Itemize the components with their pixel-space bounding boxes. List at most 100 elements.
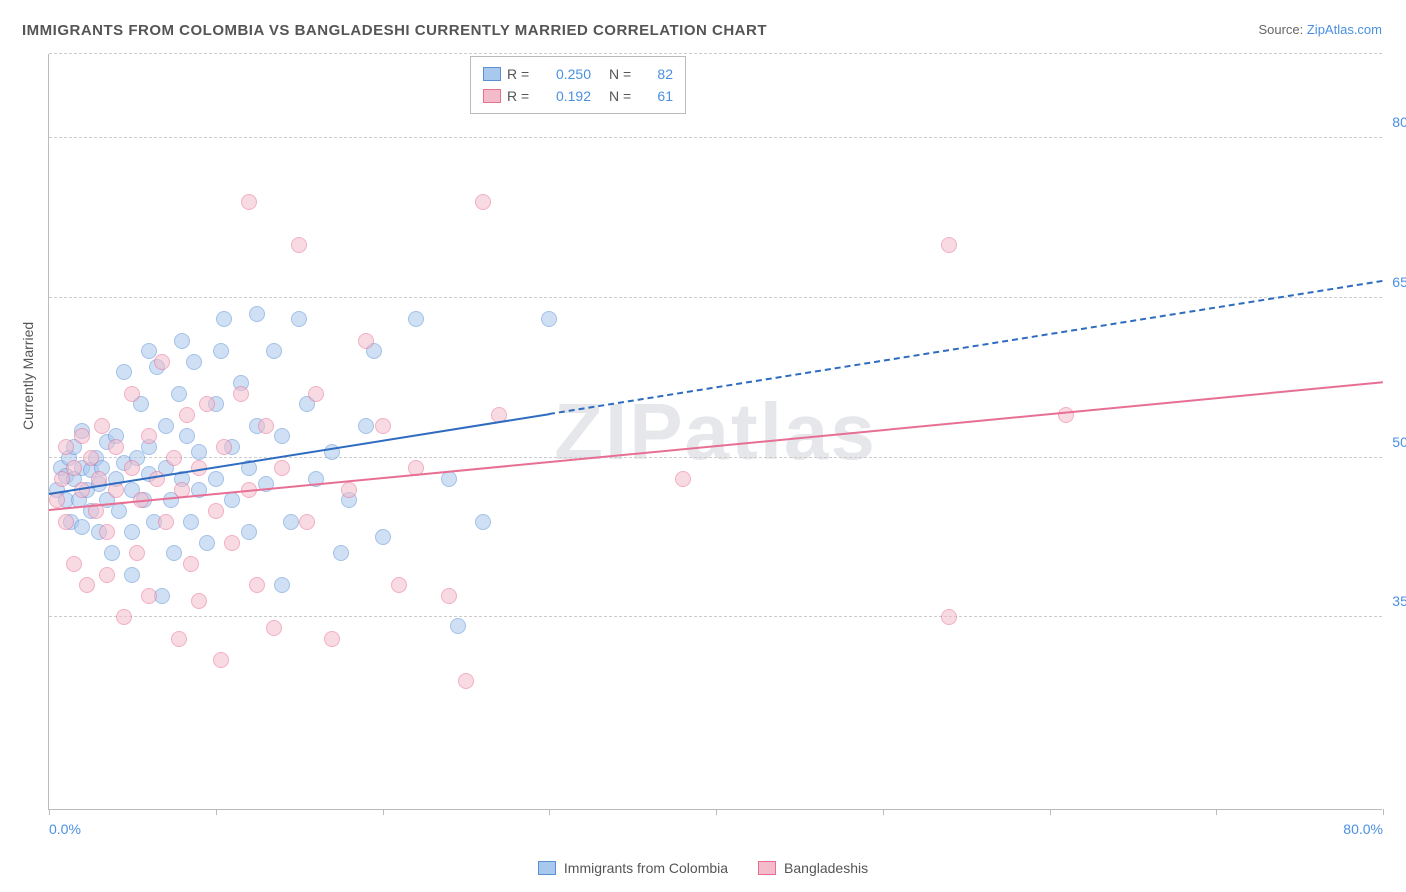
y-tick-label: 35.0% (1392, 593, 1406, 609)
scatter-point-bangladeshi (341, 482, 357, 498)
source-attribution: Source: ZipAtlas.com (1258, 22, 1382, 37)
scatter-point-bangladeshi (99, 524, 115, 540)
scatter-point-colombia (171, 386, 187, 402)
scatter-point-bangladeshi (941, 237, 957, 253)
scatter-point-bangladeshi (941, 609, 957, 625)
scatter-point-colombia (124, 524, 140, 540)
scatter-point-colombia (199, 535, 215, 551)
legend-item-bangladeshi: Bangladeshis (758, 860, 868, 876)
scatter-point-bangladeshi (124, 460, 140, 476)
scatter-point-colombia (174, 333, 190, 349)
scatter-point-bangladeshi (116, 609, 132, 625)
scatter-point-bangladeshi (191, 593, 207, 609)
x-tick (1050, 809, 1051, 815)
scatter-point-bangladeshi (166, 450, 182, 466)
x-tick (716, 809, 717, 815)
scatter-point-bangladeshi (324, 631, 340, 647)
scatter-point-bangladeshi (66, 460, 82, 476)
scatter-point-colombia (266, 343, 282, 359)
scatter-point-bangladeshi (274, 460, 290, 476)
scatter-point-bangladeshi (183, 556, 199, 572)
scatter-point-bangladeshi (308, 386, 324, 402)
trend-line (49, 381, 1383, 511)
legend-series-label: Immigrants from Colombia (564, 860, 728, 876)
scatter-point-colombia (213, 343, 229, 359)
y-tick-label: 80.0% (1392, 114, 1406, 130)
chart-title: IMMIGRANTS FROM COLOMBIA VS BANGLADESHI … (22, 22, 767, 39)
legend-n-label: N = (609, 66, 637, 82)
scatter-point-bangladeshi (375, 418, 391, 434)
legend-r-value: 0.250 (541, 66, 591, 82)
y-tick-label: 50.0% (1392, 434, 1406, 450)
legend-swatch (758, 861, 776, 875)
scatter-point-colombia (274, 577, 290, 593)
scatter-point-colombia (333, 545, 349, 561)
x-tick (549, 809, 550, 815)
scatter-point-colombia (283, 514, 299, 530)
scatter-point-bangladeshi (124, 386, 140, 402)
scatter-point-bangladeshi (171, 631, 187, 647)
scatter-point-bangladeshi (266, 620, 282, 636)
x-tick (383, 809, 384, 815)
legend-n-value: 61 (643, 88, 673, 104)
scatter-point-colombia (183, 514, 199, 530)
source-prefix: Source: (1258, 22, 1306, 37)
correlation-legend: R = 0.250 N = 82 R = 0.192 N = 61 (470, 56, 686, 114)
scatter-point-bangladeshi (299, 514, 315, 530)
scatter-point-colombia (208, 471, 224, 487)
trend-line (49, 413, 550, 495)
scatter-point-bangladeshi (149, 471, 165, 487)
source-link[interactable]: ZipAtlas.com (1307, 22, 1382, 37)
scatter-point-bangladeshi (1058, 407, 1074, 423)
scatter-point-colombia (541, 311, 557, 327)
legend-r-value: 0.192 (541, 88, 591, 104)
scatter-point-colombia (274, 428, 290, 444)
scatter-point-bangladeshi (475, 194, 491, 210)
scatter-point-bangladeshi (74, 428, 90, 444)
scatter-point-colombia (116, 364, 132, 380)
scatter-point-bangladeshi (94, 418, 110, 434)
scatter-point-bangladeshi (179, 407, 195, 423)
x-tick (1216, 809, 1217, 815)
scatter-point-colombia (224, 492, 240, 508)
legend-r-label: R = (507, 88, 535, 104)
scatter-point-bangladeshi (258, 418, 274, 434)
scatter-point-bangladeshi (208, 503, 224, 519)
legend-n-value: 82 (643, 66, 673, 82)
scatter-point-colombia (408, 311, 424, 327)
scatter-point-colombia (291, 311, 307, 327)
scatter-point-bangladeshi (199, 396, 215, 412)
x-tick (49, 809, 50, 815)
legend-item-colombia: Immigrants from Colombia (538, 860, 728, 876)
scatter-point-colombia (441, 471, 457, 487)
gridline (49, 616, 1382, 617)
x-tick-label: 0.0% (49, 821, 81, 837)
scatter-point-colombia (179, 428, 195, 444)
scatter-point-colombia (450, 618, 466, 634)
legend-swatch (483, 89, 501, 103)
plot-area: ZIPatlas 35.0%50.0%65.0%80.0%0.0%80.0% (48, 54, 1382, 810)
scatter-point-colombia (166, 545, 182, 561)
scatter-point-colombia (216, 311, 232, 327)
legend-n-label: N = (609, 88, 637, 104)
legend-r-label: R = (507, 66, 535, 82)
scatter-point-colombia (375, 529, 391, 545)
scatter-point-bangladeshi (83, 450, 99, 466)
gridline (49, 457, 1382, 458)
scatter-point-colombia (358, 418, 374, 434)
scatter-point-colombia (241, 524, 257, 540)
scatter-point-bangladeshi (158, 514, 174, 530)
legend-swatch (538, 861, 556, 875)
scatter-point-colombia (158, 418, 174, 434)
scatter-point-bangladeshi (141, 428, 157, 444)
x-tick (216, 809, 217, 815)
scatter-point-bangladeshi (233, 386, 249, 402)
y-axis-label: Currently Married (20, 322, 36, 430)
scatter-point-bangladeshi (241, 194, 257, 210)
gridline (49, 297, 1382, 298)
scatter-point-bangladeshi (441, 588, 457, 604)
scatter-point-colombia (191, 444, 207, 460)
scatter-point-bangladeshi (99, 567, 115, 583)
scatter-point-bangladeshi (391, 577, 407, 593)
x-tick (1383, 809, 1384, 815)
